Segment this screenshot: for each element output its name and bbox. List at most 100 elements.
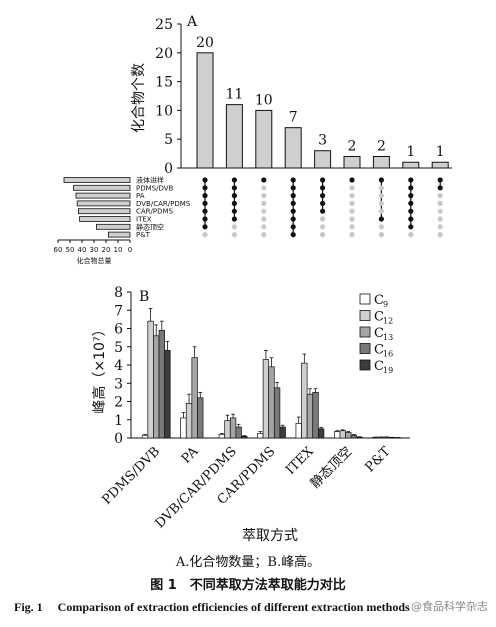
matrix-dot	[408, 224, 414, 230]
category-label: P&T	[363, 444, 394, 475]
intersection-bar-label: 1	[436, 144, 445, 160]
set-name-label: PA	[136, 192, 145, 200]
panel-b-letter: B	[139, 289, 149, 305]
set-size-bar	[73, 184, 131, 191]
matrix-dot	[349, 208, 355, 214]
series-bar	[147, 320, 154, 439]
legend-label: C	[374, 310, 384, 325]
matrix-dot	[349, 177, 355, 183]
legend-swatch	[359, 359, 371, 371]
matrix-dot	[231, 224, 237, 230]
matrix-dot	[437, 200, 443, 206]
matrix-dot	[320, 200, 326, 206]
series-bar	[317, 428, 325, 439]
panel-b-y-tick-label: 0	[114, 431, 123, 447]
set-size-tick-label: 50	[66, 246, 75, 254]
subfigure-caption: A.化合物数量；B.峰高。	[175, 555, 321, 570]
matrix-dot	[231, 232, 237, 238]
matrix-dot	[231, 193, 237, 199]
panel-b-y-tick-label: 5	[114, 340, 123, 356]
series-bar	[268, 366, 275, 439]
intersection-bar-label: 2	[377, 138, 386, 154]
series-bar	[185, 402, 193, 439]
set-size-bar	[63, 177, 131, 183]
series-bar	[279, 426, 286, 439]
set-name-label: CAR/PDMS	[136, 208, 174, 216]
intersection-bar	[343, 155, 361, 169]
intersection-bar	[284, 127, 302, 169]
matrix-dot	[378, 177, 384, 183]
matrix-dot	[408, 193, 414, 199]
series-bar	[312, 392, 319, 439]
matrix-dot	[290, 216, 296, 222]
series-bar	[180, 417, 187, 439]
matrix-dot	[320, 185, 326, 191]
matrix-dot	[378, 185, 384, 191]
matrix-dot	[349, 185, 355, 191]
intersection-bar	[255, 109, 273, 169]
matrix-dot	[320, 216, 326, 222]
matrix-dot	[437, 224, 443, 230]
set-size-axis-label: 化合物总量	[77, 256, 112, 265]
matrix-dot	[378, 208, 384, 214]
matrix-dot	[261, 224, 267, 230]
matrix-dot	[290, 208, 296, 214]
intersection-bar	[431, 161, 449, 169]
panel-a-y-tick-label: 0	[164, 161, 173, 177]
intersection-bar	[372, 155, 390, 169]
matrix-dot	[378, 224, 384, 230]
series-bar	[158, 329, 165, 439]
legend-swatch	[359, 293, 371, 305]
series-bar	[345, 432, 352, 439]
matrix-dot	[202, 232, 208, 238]
series-bar	[306, 393, 314, 439]
panel-b-y-tick-label: 4	[114, 358, 123, 374]
matrix-dot	[378, 193, 384, 199]
matrix-dot	[261, 185, 267, 191]
matrix-dot	[349, 216, 355, 222]
matrix-dot	[261, 216, 267, 222]
series-bar	[235, 426, 242, 439]
legend-label-subscript: 9	[383, 300, 388, 309]
panel-b-y-tick-label: 1	[114, 413, 123, 429]
series-bar	[229, 417, 237, 439]
intersection-bar-label: 2	[348, 138, 357, 154]
panel-a-y-tick-label: 15	[155, 75, 173, 91]
series-bar	[153, 335, 160, 439]
set-size-bar	[78, 208, 131, 215]
figure-caption-cn: 图 1 不同萃取方法萃取能力对比	[150, 578, 346, 593]
legend-label: C	[374, 293, 384, 308]
matrix-dot	[261, 177, 267, 183]
matrix-dot	[378, 232, 384, 238]
set-size-bar	[108, 231, 131, 238]
matrix-dot	[437, 177, 443, 183]
legend-label-subscript: 19	[383, 366, 393, 375]
series-bar	[350, 434, 358, 439]
category-label: ITEX	[283, 444, 317, 478]
matrix-dot	[437, 216, 443, 222]
panel-a-y-tick-label: 20	[155, 46, 173, 62]
matrix-dot	[437, 208, 443, 214]
series-bar	[295, 423, 302, 439]
legend-label: C	[374, 343, 384, 358]
category-label: PDMS/DVB	[99, 444, 163, 508]
series-bar	[141, 434, 149, 439]
set-size-tick-label: 10	[114, 246, 123, 254]
series-bar	[197, 397, 204, 439]
panel-b-y-tick-label: 2	[114, 395, 123, 411]
set-size-bar	[96, 223, 131, 230]
matrix-dot	[261, 200, 267, 206]
matrix-dot	[202, 193, 208, 199]
matrix-dot	[320, 208, 326, 214]
matrix-dot	[290, 224, 296, 230]
figure-caption-en: Fig. 1 Comparison of extraction efficien…	[14, 600, 410, 614]
matrix-dot	[437, 193, 443, 199]
matrix-dot	[408, 185, 414, 191]
panel-b-y-tick-label: 8	[114, 285, 123, 301]
series-bar	[164, 350, 171, 439]
matrix-dot	[231, 208, 237, 214]
matrix-dot	[320, 177, 326, 183]
legend-label-subscript: 16	[383, 350, 393, 359]
set-size-bar	[75, 192, 131, 199]
